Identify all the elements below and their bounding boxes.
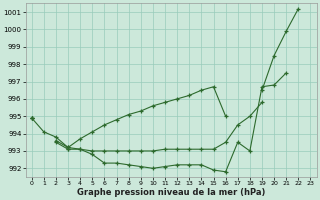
X-axis label: Graphe pression niveau de la mer (hPa): Graphe pression niveau de la mer (hPa) (77, 188, 265, 197)
